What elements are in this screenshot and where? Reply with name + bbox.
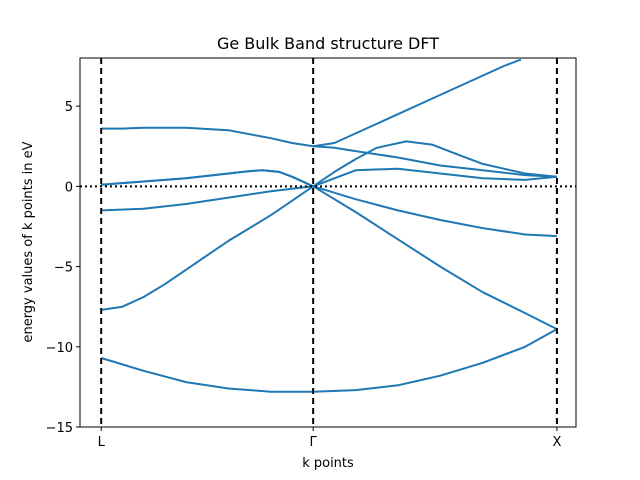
- plot-content: [80, 58, 576, 427]
- band-line-7: [313, 58, 522, 148]
- x-axis-label: k points: [302, 456, 354, 471]
- x-tick-label: L: [98, 435, 106, 450]
- x-tick-label: X: [552, 435, 561, 450]
- band-line-3: [101, 185, 557, 238]
- y-axis-ticks: −15 −10 −5 0 5: [46, 100, 80, 436]
- plot-area: [80, 58, 576, 427]
- band-line-2: [101, 185, 558, 330]
- y-tick-label: 0: [65, 180, 73, 195]
- y-tick-label: −15: [46, 421, 73, 436]
- y-axis-label: energy values of k points in eV: [21, 141, 36, 342]
- chart-title: Ge Bulk Band structure DFT: [217, 34, 439, 53]
- x-tick-label: Γ: [310, 435, 318, 450]
- y-tick-label: −10: [46, 341, 73, 356]
- axes-frame: [79, 57, 577, 428]
- band-line-5: [101, 167, 558, 188]
- band-line-1: [100, 328, 558, 393]
- y-tick-label: 5: [65, 100, 73, 115]
- y-tick-label: −5: [54, 261, 73, 276]
